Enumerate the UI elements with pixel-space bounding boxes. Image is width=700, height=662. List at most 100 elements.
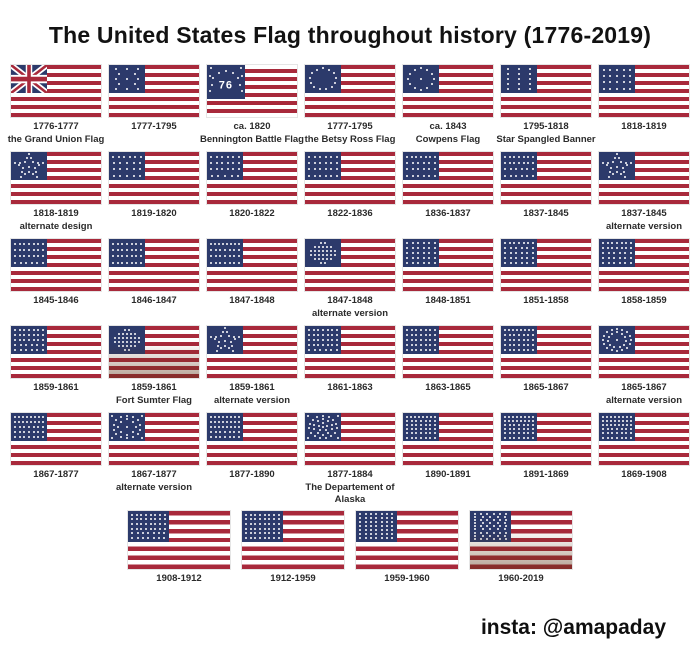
star-icon	[134, 155, 137, 158]
star-icon	[259, 518, 262, 521]
canton-star-field	[109, 239, 145, 268]
star-icon	[18, 431, 21, 434]
star-icon	[13, 420, 16, 423]
star-icon	[134, 333, 137, 336]
star-icon	[625, 246, 628, 249]
star-icon	[428, 246, 431, 249]
star-icon	[145, 518, 148, 521]
flag-name: alternate design	[19, 220, 93, 232]
flag-1846-1847	[108, 238, 200, 292]
star-icon	[214, 248, 217, 251]
star-icon	[504, 168, 507, 171]
star-icon	[609, 419, 612, 422]
star-icon	[489, 522, 492, 525]
star-icon	[139, 423, 142, 426]
star-icon	[268, 518, 271, 521]
star-icon	[317, 246, 320, 249]
star-icon	[609, 87, 612, 90]
star-icon	[259, 532, 262, 535]
star-icon	[234, 242, 237, 245]
star-icon	[432, 78, 435, 81]
star-icon	[624, 161, 627, 164]
star-icon	[410, 436, 413, 439]
star-icon	[504, 246, 507, 249]
star-icon	[32, 328, 35, 331]
star-icon	[119, 420, 122, 423]
star-icon	[217, 174, 220, 177]
star-icon	[420, 344, 422, 347]
star-icon	[511, 415, 514, 418]
star-icon	[624, 262, 627, 265]
star-icon	[513, 428, 516, 431]
star-icon	[391, 529, 394, 532]
star-icon	[117, 155, 120, 158]
star-icon	[238, 426, 241, 429]
star-icon	[508, 349, 511, 352]
star-icon	[532, 161, 535, 164]
star-icon	[238, 436, 241, 439]
star-icon	[254, 522, 257, 525]
star-icon	[335, 161, 338, 164]
flag-item: 1890-1891	[402, 412, 494, 507]
star-icon	[326, 250, 329, 253]
flag-caption: 1822-1836	[305, 208, 395, 235]
flag-name: alternate version	[605, 394, 683, 406]
star-icon	[132, 168, 135, 171]
star-icon	[503, 155, 506, 158]
flag-years: 1867-1877	[131, 469, 177, 480]
star-icon	[433, 252, 436, 255]
flag-item: 1960-2019	[469, 509, 573, 600]
star-icon	[522, 436, 525, 439]
flag-item: 1846-1847	[108, 238, 200, 322]
flag-caption: 1891-1869	[501, 469, 591, 496]
star-icon	[217, 426, 220, 429]
star-icon	[391, 533, 394, 536]
star-icon	[130, 337, 133, 340]
star-icon	[209, 420, 212, 423]
star-icon	[330, 161, 333, 164]
page-title: The United States Flag throughout histor…	[48, 22, 652, 48]
star-icon	[326, 254, 329, 256]
star-icon	[429, 328, 432, 331]
star-icon	[520, 252, 523, 255]
star-icon	[626, 419, 629, 422]
star-icon	[625, 432, 628, 435]
flag-caption: 1959-1960	[362, 573, 452, 600]
star-icon	[428, 262, 431, 265]
star-icon	[405, 344, 408, 347]
star-icon	[607, 175, 610, 178]
star-icon	[629, 81, 632, 84]
flag-1836-1837	[402, 151, 494, 205]
star-icon	[29, 157, 32, 160]
star-icon	[134, 83, 137, 86]
star-icon	[618, 252, 621, 255]
star-icon	[238, 420, 241, 423]
star-icon	[508, 436, 511, 439]
star-icon	[141, 437, 144, 440]
flag-years: 1819-1820	[131, 208, 177, 219]
star-icon	[145, 527, 148, 530]
star-icon	[41, 261, 44, 264]
flag-row: 1776-1777 the Grand Union Flag 1777-1795 76…	[8, 64, 690, 148]
star-icon	[434, 423, 437, 426]
star-icon	[326, 257, 329, 260]
star-icon	[327, 415, 330, 418]
flag-item: 1908-1912	[127, 509, 231, 600]
star-icon	[224, 248, 226, 251]
star-icon	[14, 261, 17, 264]
star-icon	[531, 174, 534, 177]
star-icon	[605, 415, 608, 418]
star-icon	[327, 419, 330, 422]
star-icon	[18, 242, 21, 245]
flag-item: 1869-1908	[598, 412, 690, 507]
star-icon	[115, 433, 118, 436]
star-icon	[492, 537, 495, 540]
star-icon	[319, 174, 322, 177]
star-icon	[232, 155, 235, 158]
star-icon	[30, 420, 33, 423]
star-icon	[434, 432, 437, 435]
star-icon	[147, 536, 150, 539]
star-icon	[140, 518, 143, 521]
canton-star-field	[11, 413, 47, 442]
star-icon	[620, 332, 623, 335]
